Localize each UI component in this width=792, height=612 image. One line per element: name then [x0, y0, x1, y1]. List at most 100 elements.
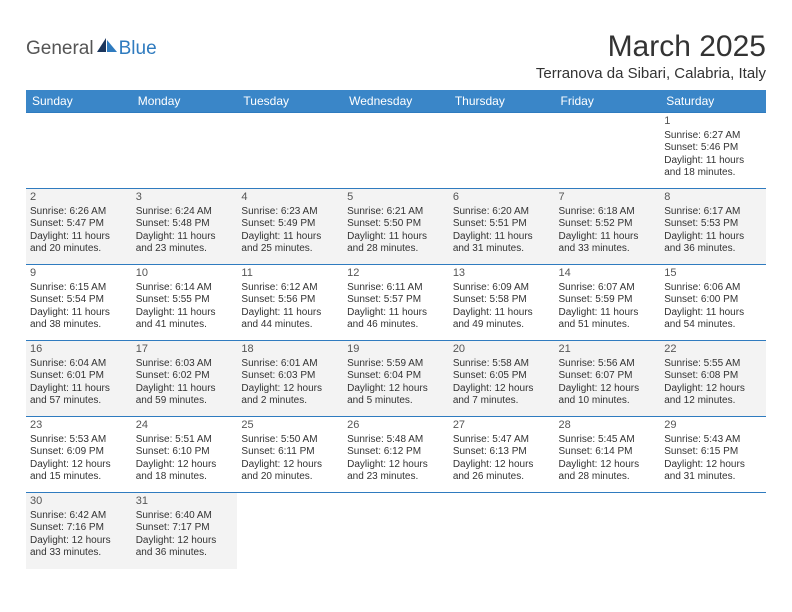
- calendar-week: 1Sunrise: 6:27 AMSunset: 5:46 PMDaylight…: [26, 113, 766, 189]
- daylight-text: Daylight: 12 hours and 10 minutes.: [559, 383, 657, 408]
- day-number: 24: [136, 419, 234, 433]
- daylight-text: Daylight: 12 hours and 26 minutes.: [453, 459, 551, 484]
- sunset-text: Sunset: 5:54 PM: [30, 294, 128, 307]
- day-cell: 8Sunrise: 6:17 AMSunset: 5:53 PMDaylight…: [660, 189, 766, 265]
- day-number: 12: [347, 267, 445, 281]
- weekday-header: Tuesday: [237, 90, 343, 113]
- day-number: 19: [347, 343, 445, 357]
- day-cell: 18Sunrise: 6:01 AMSunset: 6:03 PMDayligh…: [237, 341, 343, 417]
- sunrise-text: Sunrise: 5:55 AM: [664, 358, 762, 371]
- daylight-text: Daylight: 12 hours and 28 minutes.: [559, 459, 657, 484]
- sunset-text: Sunset: 5:51 PM: [453, 218, 551, 231]
- daylight-text: Daylight: 11 hours and 46 minutes.: [347, 307, 445, 332]
- day-number: 1: [664, 115, 762, 129]
- day-cell: 4Sunrise: 6:23 AMSunset: 5:49 PMDaylight…: [237, 189, 343, 265]
- day-cell: 10Sunrise: 6:14 AMSunset: 5:55 PMDayligh…: [132, 265, 238, 341]
- calendar-table: SundayMondayTuesdayWednesdayThursdayFrid…: [26, 90, 766, 569]
- sunset-text: Sunset: 6:03 PM: [241, 370, 339, 383]
- daylight-text: Daylight: 11 hours and 57 minutes.: [30, 383, 128, 408]
- sunrise-text: Sunrise: 5:58 AM: [453, 358, 551, 371]
- daylight-text: Daylight: 12 hours and 36 minutes.: [136, 535, 234, 560]
- sunrise-text: Sunrise: 5:53 AM: [30, 434, 128, 447]
- empty-cell: [343, 493, 449, 569]
- day-number: 26: [347, 419, 445, 433]
- weekday-header: Wednesday: [343, 90, 449, 113]
- calendar-week: 9Sunrise: 6:15 AMSunset: 5:54 PMDaylight…: [26, 265, 766, 341]
- sunset-text: Sunset: 5:58 PM: [453, 294, 551, 307]
- day-cell: 23Sunrise: 5:53 AMSunset: 6:09 PMDayligh…: [26, 417, 132, 493]
- weekday-header: Friday: [555, 90, 661, 113]
- sunset-text: Sunset: 5:55 PM: [136, 294, 234, 307]
- sunset-text: Sunset: 5:47 PM: [30, 218, 128, 231]
- day-cell: 28Sunrise: 5:45 AMSunset: 6:14 PMDayligh…: [555, 417, 661, 493]
- weekday-header: Saturday: [660, 90, 766, 113]
- day-number: 7: [559, 191, 657, 205]
- sunrise-text: Sunrise: 6:01 AM: [241, 358, 339, 371]
- day-cell: 9Sunrise: 6:15 AMSunset: 5:54 PMDaylight…: [26, 265, 132, 341]
- calendar-week: 30Sunrise: 6:42 AMSunset: 7:16 PMDayligh…: [26, 493, 766, 569]
- daylight-text: Daylight: 11 hours and 20 minutes.: [30, 231, 128, 256]
- empty-cell: [660, 493, 766, 569]
- empty-cell: [555, 113, 661, 189]
- day-number: 6: [453, 191, 551, 205]
- day-number: 30: [30, 495, 128, 509]
- weekday-header: Sunday: [26, 90, 132, 113]
- empty-cell: [449, 113, 555, 189]
- daylight-text: Daylight: 11 hours and 51 minutes.: [559, 307, 657, 332]
- day-cell: 13Sunrise: 6:09 AMSunset: 5:58 PMDayligh…: [449, 265, 555, 341]
- daylight-text: Daylight: 12 hours and 2 minutes.: [241, 383, 339, 408]
- title-block: March 2025 Terranova da Sibari, Calabria…: [536, 30, 766, 82]
- day-cell: 11Sunrise: 6:12 AMSunset: 5:56 PMDayligh…: [237, 265, 343, 341]
- brand-part2: Blue: [119, 38, 157, 60]
- sunset-text: Sunset: 5:52 PM: [559, 218, 657, 231]
- day-number: 22: [664, 343, 762, 357]
- sunrise-text: Sunrise: 5:51 AM: [136, 434, 234, 447]
- sunrise-text: Sunrise: 6:23 AM: [241, 206, 339, 219]
- weekday-row: SundayMondayTuesdayWednesdayThursdayFrid…: [26, 90, 766, 113]
- sunrise-text: Sunrise: 6:07 AM: [559, 282, 657, 295]
- day-number: 4: [241, 191, 339, 205]
- day-cell: 31Sunrise: 6:40 AMSunset: 7:17 PMDayligh…: [132, 493, 238, 569]
- day-number: 2: [30, 191, 128, 205]
- sunrise-text: Sunrise: 6:12 AM: [241, 282, 339, 295]
- sunrise-text: Sunrise: 6:04 AM: [30, 358, 128, 371]
- daylight-text: Daylight: 12 hours and 15 minutes.: [30, 459, 128, 484]
- calendar-head: SundayMondayTuesdayWednesdayThursdayFrid…: [26, 90, 766, 113]
- day-number: 20: [453, 343, 551, 357]
- daylight-text: Daylight: 11 hours and 59 minutes.: [136, 383, 234, 408]
- sunset-text: Sunset: 7:16 PM: [30, 522, 128, 535]
- sunrise-text: Sunrise: 5:47 AM: [453, 434, 551, 447]
- day-number: 23: [30, 419, 128, 433]
- calendar-week: 16Sunrise: 6:04 AMSunset: 6:01 PMDayligh…: [26, 341, 766, 417]
- daylight-text: Daylight: 11 hours and 33 minutes.: [559, 231, 657, 256]
- daylight-text: Daylight: 11 hours and 54 minutes.: [664, 307, 762, 332]
- day-number: 18: [241, 343, 339, 357]
- day-number: 15: [664, 267, 762, 281]
- daylight-text: Daylight: 12 hours and 20 minutes.: [241, 459, 339, 484]
- calendar-week: 23Sunrise: 5:53 AMSunset: 6:09 PMDayligh…: [26, 417, 766, 493]
- empty-cell: [132, 113, 238, 189]
- sunrise-text: Sunrise: 5:43 AM: [664, 434, 762, 447]
- day-cell: 22Sunrise: 5:55 AMSunset: 6:08 PMDayligh…: [660, 341, 766, 417]
- daylight-text: Daylight: 11 hours and 38 minutes.: [30, 307, 128, 332]
- empty-cell: [237, 113, 343, 189]
- sunrise-text: Sunrise: 5:56 AM: [559, 358, 657, 371]
- sunrise-text: Sunrise: 6:03 AM: [136, 358, 234, 371]
- brand-logo: General Blue: [26, 30, 157, 60]
- daylight-text: Daylight: 12 hours and 31 minutes.: [664, 459, 762, 484]
- day-cell: 15Sunrise: 6:06 AMSunset: 6:00 PMDayligh…: [660, 265, 766, 341]
- daylight-text: Daylight: 11 hours and 49 minutes.: [453, 307, 551, 332]
- day-cell: 25Sunrise: 5:50 AMSunset: 6:11 PMDayligh…: [237, 417, 343, 493]
- sunset-text: Sunset: 7:17 PM: [136, 522, 234, 535]
- day-number: 11: [241, 267, 339, 281]
- sunrise-text: Sunrise: 6:40 AM: [136, 510, 234, 523]
- sunrise-text: Sunrise: 6:18 AM: [559, 206, 657, 219]
- sunset-text: Sunset: 6:07 PM: [559, 370, 657, 383]
- sunset-text: Sunset: 5:56 PM: [241, 294, 339, 307]
- sunset-text: Sunset: 6:12 PM: [347, 446, 445, 459]
- sunset-text: Sunset: 5:49 PM: [241, 218, 339, 231]
- weekday-header: Thursday: [449, 90, 555, 113]
- sunset-text: Sunset: 5:48 PM: [136, 218, 234, 231]
- sunrise-text: Sunrise: 5:48 AM: [347, 434, 445, 447]
- calendar-body: 1Sunrise: 6:27 AMSunset: 5:46 PMDaylight…: [26, 113, 766, 569]
